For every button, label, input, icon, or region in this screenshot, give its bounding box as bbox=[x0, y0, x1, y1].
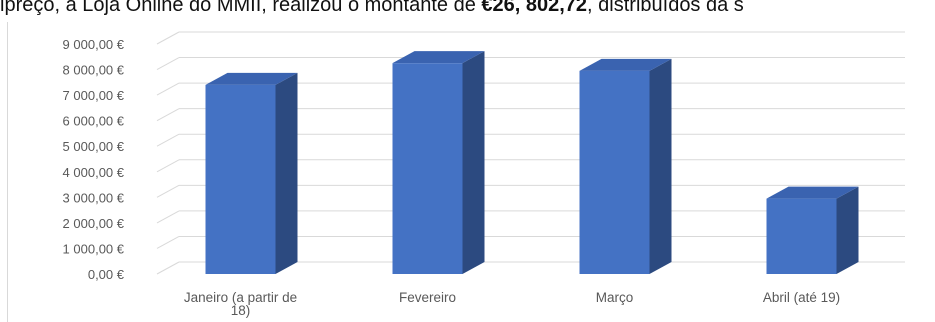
grid-line-depth bbox=[156, 108, 180, 122]
grid-line-depth bbox=[156, 159, 180, 173]
x-tick-label: Abril (até 19) bbox=[763, 290, 840, 305]
x-tick-label-line: Abril (até 19) bbox=[763, 290, 840, 305]
bar-4 bbox=[766, 186, 859, 274]
y-tick-label: 0,00 € bbox=[88, 267, 125, 282]
y-tick-label: 4 000,00 € bbox=[63, 165, 125, 180]
bar-side bbox=[836, 186, 859, 274]
y-tick-label: 6 000,00 € bbox=[63, 114, 125, 129]
y-tick-label: 1 000,00 € bbox=[63, 241, 125, 256]
bar-front bbox=[766, 198, 837, 274]
bar-1 bbox=[205, 72, 298, 274]
grid-line-depth bbox=[156, 184, 180, 198]
bar-2 bbox=[392, 51, 485, 274]
bar-side bbox=[275, 72, 298, 274]
bar-side bbox=[462, 51, 485, 274]
y-tick-label: 8 000,00 € bbox=[63, 63, 125, 78]
bar-top bbox=[766, 186, 859, 199]
grid-line-depth bbox=[156, 57, 180, 70]
y-tick-label: 9 000,00 € bbox=[63, 37, 125, 52]
header-prefix: l bbox=[0, 0, 5, 16]
bar-front bbox=[579, 70, 650, 274]
x-axis-labels: Janeiro (a partir de 18) Fevereiro Março Abr… bbox=[184, 290, 840, 318]
x-tick-label-line: Janeiro (a partir de bbox=[184, 290, 297, 305]
header-text-before: preço, a Loja Online do MMII, realizou o… bbox=[4, 0, 482, 16]
bar-front bbox=[392, 63, 463, 274]
grid-line-depth bbox=[156, 236, 180, 249]
header-amount: €26, 802,72 bbox=[481, 0, 588, 16]
bar-top bbox=[579, 58, 672, 71]
bar-top bbox=[205, 72, 298, 85]
x-tick-label: Janeiro (a partir de 18) bbox=[184, 290, 297, 318]
grid-line-depth bbox=[156, 31, 180, 45]
bar-side bbox=[649, 58, 672, 275]
y-tick-label: 5 000,00 € bbox=[63, 139, 125, 154]
x-tick-label-line: Março bbox=[596, 290, 634, 305]
grid-line-depth bbox=[156, 210, 180, 224]
grid-line-depth bbox=[156, 261, 180, 275]
grid-line-depth bbox=[156, 82, 180, 96]
bars bbox=[205, 51, 859, 275]
y-axis-labels: 0,00 € 1 000,00 € 2 000,00 € 3 000,00 € 4 00… bbox=[63, 37, 125, 282]
x-tick-label: Fevereiro bbox=[399, 290, 456, 305]
y-tick-label: 3 000,00 € bbox=[63, 190, 125, 205]
header-text-after: , distribuídos da s bbox=[587, 0, 744, 16]
grid-line-depth bbox=[156, 133, 180, 147]
bar-top bbox=[392, 51, 485, 64]
bar-front bbox=[205, 84, 276, 274]
x-tick-label: Março bbox=[596, 290, 634, 305]
bar-3 bbox=[579, 58, 672, 275]
chart-frame-border bbox=[7, 22, 8, 322]
grid-lines bbox=[156, 31, 905, 275]
x-tick-label-line: 18) bbox=[231, 303, 251, 318]
header-text: lpreço, a Loja Online do MMII, realizou … bbox=[0, 0, 935, 19]
y-tick-label: 2 000,00 € bbox=[63, 216, 125, 231]
x-tick-label-line: Fevereiro bbox=[399, 290, 456, 305]
y-tick-label: 7 000,00 € bbox=[63, 88, 125, 103]
